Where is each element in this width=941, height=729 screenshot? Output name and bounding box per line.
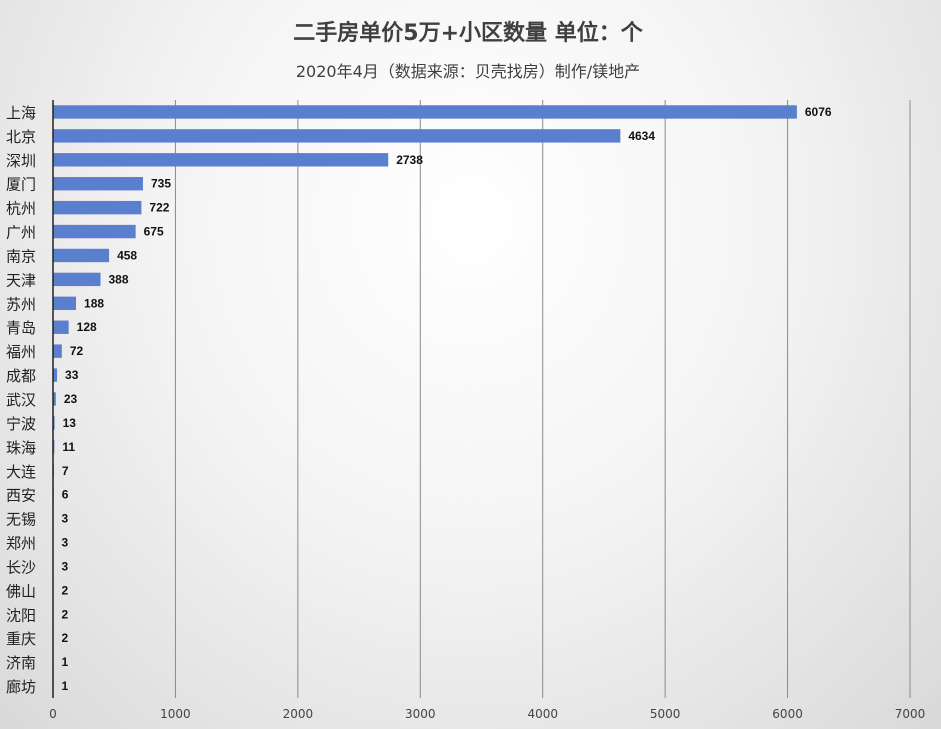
category-labels: 上海北京深圳厦门杭州广州南京天津苏州青岛福州成都武汉宁波珠海大连西安无锡郑州长沙… — [6, 104, 36, 696]
category-label: 西安 — [6, 487, 36, 505]
category-label: 宁波 — [6, 415, 36, 433]
category-label: 无锡 — [6, 511, 36, 529]
category-label: 佛山 — [6, 582, 36, 600]
x-tick-label: 7000 — [895, 707, 926, 721]
category-label: 武汉 — [6, 391, 36, 409]
category-label: 南京 — [6, 247, 36, 265]
data-label: 128 — [77, 320, 97, 334]
data-label: 735 — [151, 177, 171, 191]
data-label: 3 — [62, 559, 69, 573]
category-label: 沈阳 — [6, 606, 36, 624]
bar — [53, 272, 101, 287]
category-label: 苏州 — [6, 295, 36, 313]
data-label: 2 — [62, 583, 69, 597]
x-tick-label: 3000 — [405, 707, 436, 721]
data-label: 188 — [84, 296, 104, 310]
data-label: 1 — [62, 655, 69, 669]
bar — [53, 105, 797, 119]
category-label: 厦门 — [6, 176, 36, 194]
data-labels: 6076463427387357226754583881881287233231… — [62, 105, 832, 693]
data-label: 3 — [62, 536, 69, 550]
data-label: 3 — [62, 512, 69, 526]
category-label: 上海 — [6, 104, 36, 122]
chart-title: 二手房单价5万+小区数量 单位：个 — [293, 20, 643, 46]
grid-lines — [174, 100, 911, 698]
category-label: 广州 — [6, 224, 36, 242]
data-label: 23 — [64, 392, 78, 406]
data-label: 458 — [117, 248, 137, 262]
category-label: 郑州 — [6, 535, 36, 553]
bar — [53, 296, 77, 311]
category-label: 长沙 — [6, 558, 36, 576]
category-label: 重庆 — [6, 630, 36, 648]
category-label: 北京 — [6, 128, 36, 146]
category-label: 济南 — [6, 654, 36, 672]
x-tick-label: 0 — [49, 707, 57, 721]
data-label: 675 — [144, 225, 164, 239]
data-label: 388 — [109, 272, 129, 286]
bar — [53, 153, 389, 167]
data-label: 722 — [149, 201, 169, 215]
bar — [53, 177, 143, 191]
bar — [53, 368, 58, 382]
data-label: 2 — [62, 607, 69, 621]
category-label: 深圳 — [6, 152, 36, 170]
data-label: 7 — [62, 464, 69, 478]
x-axis-ticks: 0 1000 2000 3000 4000 5000 6000 7000 — [49, 707, 925, 721]
data-label: 72 — [70, 344, 84, 358]
bar — [53, 129, 621, 143]
x-tick-label: 6000 — [772, 707, 803, 721]
bar — [53, 416, 55, 430]
category-label: 廊坊 — [6, 678, 36, 696]
category-label: 天津 — [6, 271, 36, 289]
data-label: 6 — [62, 488, 69, 502]
data-label: 2738 — [396, 153, 423, 167]
bar — [53, 248, 110, 263]
category-label: 大连 — [6, 463, 36, 481]
x-tick-label: 4000 — [527, 707, 558, 721]
data-label: 4634 — [628, 129, 655, 143]
category-label: 福州 — [6, 343, 36, 361]
category-label: 珠海 — [6, 439, 36, 457]
data-label: 6076 — [805, 105, 832, 119]
x-tick-label: 5000 — [650, 707, 681, 721]
bar — [53, 200, 142, 215]
x-tick-label: 1000 — [160, 707, 191, 721]
chart-subtitle: 2020年4月（数据来源：贝壳找房）制作/镁地产 — [296, 62, 640, 81]
data-label: 33 — [65, 368, 79, 382]
data-label: 11 — [62, 440, 75, 454]
category-label: 成都 — [6, 367, 36, 385]
category-label: 青岛 — [6, 319, 36, 337]
data-label: 1 — [62, 679, 69, 693]
bar — [53, 224, 136, 239]
bars-group — [53, 105, 797, 693]
data-label: 2 — [62, 631, 69, 645]
category-label: 杭州 — [6, 200, 36, 218]
x-tick-label: 2000 — [283, 707, 314, 721]
data-label: 13 — [63, 416, 77, 430]
bar — [53, 392, 56, 406]
bar — [53, 344, 62, 358]
bar — [53, 320, 69, 334]
